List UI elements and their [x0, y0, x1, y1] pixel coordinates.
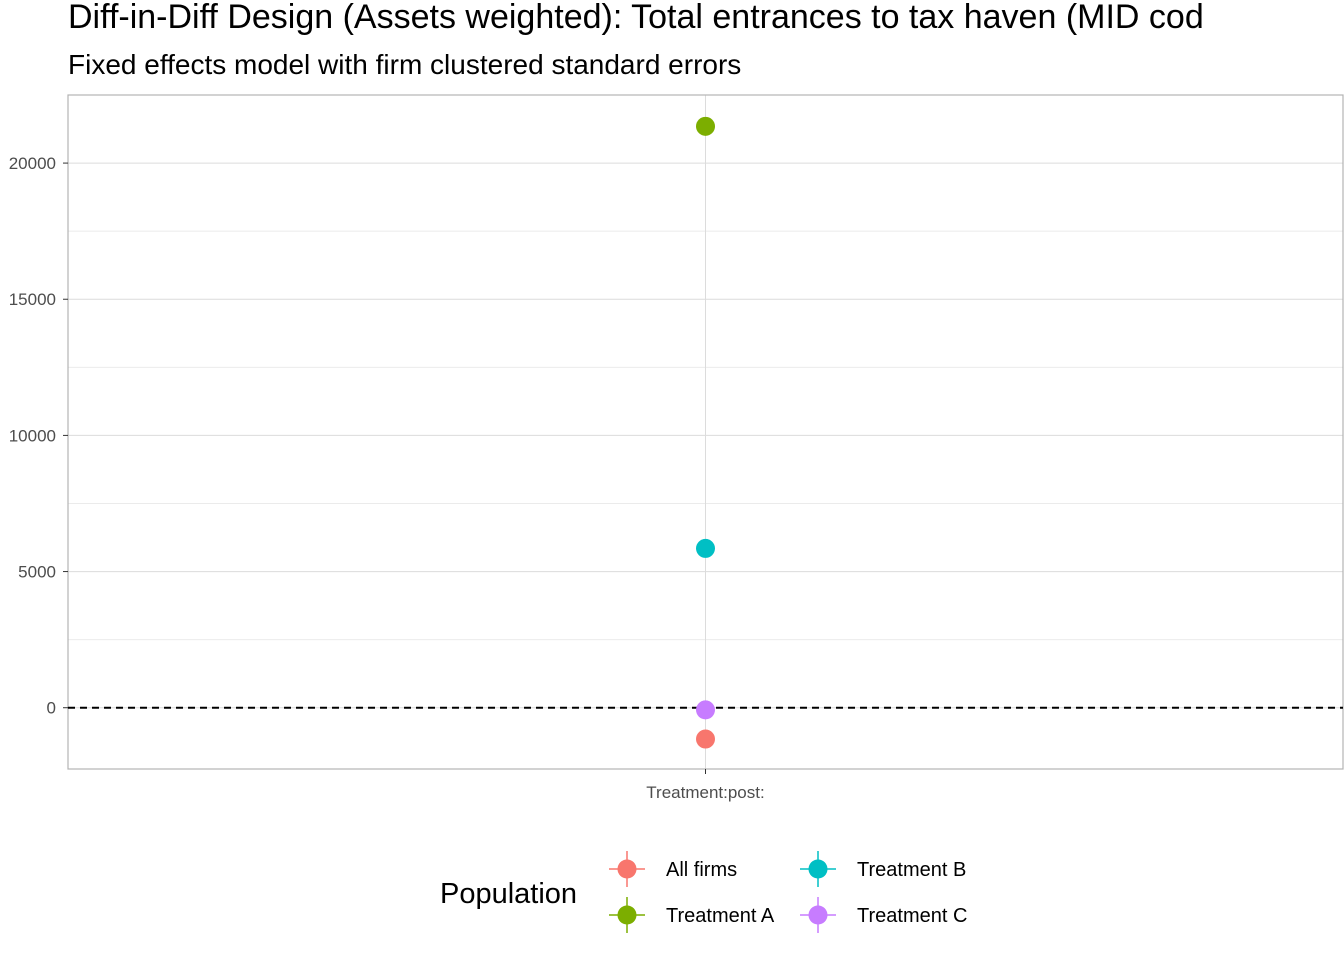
legend-label: Treatment B: [857, 859, 966, 881]
legend-item-treatment-a: Treatment A: [609, 897, 775, 933]
x-axis: Treatment:post:: [646, 769, 765, 802]
legend-key-point: [808, 905, 828, 925]
legend-item-treatment-b: Treatment B: [800, 851, 966, 887]
legend-label: Treatment A: [666, 905, 775, 927]
grid-lines: [67, 94, 1344, 770]
chart-subtitle: Fixed effects model with firm clustered …: [68, 49, 741, 80]
legend-key-point: [617, 905, 637, 925]
legend-items: All firms Treatment A Treatment B Treatment…: [609, 851, 967, 933]
legend-label: All firms: [666, 859, 737, 881]
legend-key-point: [808, 859, 828, 879]
data-point-treatment-a: [696, 116, 715, 136]
legend-key-point: [617, 859, 637, 879]
legend-title: Population: [440, 878, 577, 910]
legend-label: Treatment C: [857, 905, 967, 927]
chart-title: Diff-in-Diff Design (Assets weighted): T…: [68, 0, 1204, 36]
legend: Population All firms Treatment A Treatment…: [440, 851, 967, 933]
y-axis: 0 5000 10000 15000 20000: [9, 154, 68, 718]
y-tick-label: 15000: [9, 290, 56, 309]
y-tick-label: 0: [47, 699, 56, 718]
legend-item-treatment-c: Treatment C: [800, 897, 967, 933]
data-points: [696, 116, 715, 749]
y-tick-label: 10000: [9, 426, 56, 445]
y-tick-label: 5000: [18, 563, 56, 582]
x-tick-label: Treatment:post:: [646, 783, 764, 802]
y-tick-label: 20000: [9, 154, 56, 173]
data-point-treatment-b: [696, 538, 715, 558]
legend-item-all-firms: All firms: [609, 851, 737, 887]
data-point-treatment-c: [696, 700, 715, 720]
data-point-all-firms: [696, 729, 715, 749]
